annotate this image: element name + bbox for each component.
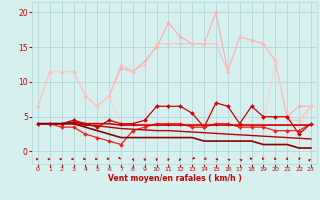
X-axis label: Vent moyen/en rafales ( km/h ): Vent moyen/en rafales ( km/h ) [108,174,241,183]
